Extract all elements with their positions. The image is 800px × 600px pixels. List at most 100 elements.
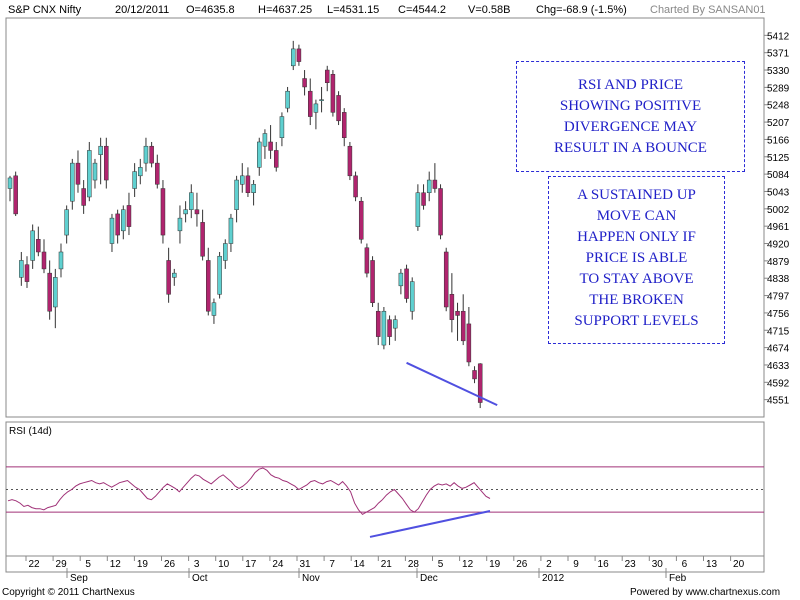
price-tick-label: 4838 — [767, 274, 790, 285]
candle — [36, 226, 41, 257]
date-tick-label: 23 — [625, 559, 637, 570]
candle-body — [404, 268, 409, 299]
candle — [302, 70, 307, 96]
candle — [177, 205, 183, 244]
open-value: O=4635.8 — [186, 4, 235, 16]
date-tick-label: 21 — [381, 559, 393, 570]
candle-body — [466, 323, 472, 363]
price-tick-label: 4674 — [767, 344, 790, 355]
candle-body — [268, 141, 273, 151]
price-axis: 5412 5371 5330 5289 5248 5207 5166 5125 5084 5043… — [764, 31, 790, 407]
date-axis: 22 29 5 12 19 26 3 10 17 24 31 7 14 21 28 5 12 19 26 2 9 16 23… — [25, 556, 745, 584]
price-tick-label: 5207 — [767, 118, 790, 129]
candle-body — [324, 69, 330, 83]
candle — [455, 302, 460, 341]
candle-body — [228, 217, 234, 244]
candle-body — [41, 251, 47, 270]
candle-body — [24, 264, 30, 282]
candle-body — [421, 192, 426, 206]
candle — [370, 256, 375, 307]
candle-body — [160, 188, 166, 236]
candle-body — [194, 209, 200, 215]
price-tick-label: 5084 — [767, 170, 790, 181]
candle — [217, 251, 222, 299]
candle — [121, 205, 126, 240]
candle — [92, 158, 98, 189]
candle-body — [353, 175, 358, 198]
candle — [200, 209, 205, 261]
candle — [87, 141, 92, 202]
low-value: L=4531.15 — [327, 4, 380, 16]
candle — [296, 44, 302, 66]
candle-body — [155, 162, 160, 185]
candle — [7, 175, 13, 202]
date-tick-label: 9 — [573, 559, 579, 570]
candle — [160, 180, 166, 244]
volume-value: V=0.58B — [468, 4, 511, 16]
month-label: Feb — [669, 573, 687, 584]
candle-body — [296, 48, 302, 62]
price-tick-label: 4592 — [767, 378, 790, 389]
month-label: Nov — [302, 573, 320, 584]
candle-body — [285, 90, 290, 109]
price-tick-label: 4551 — [767, 396, 790, 407]
candle — [443, 247, 449, 312]
symbol-label: S&P CNX Nifty — [8, 4, 82, 16]
candle — [132, 163, 137, 197]
candle-body — [455, 310, 460, 316]
price-tick-label: 5248 — [767, 101, 790, 112]
candle — [460, 294, 466, 346]
candle — [432, 163, 438, 193]
candle-body — [392, 319, 398, 329]
candle — [58, 243, 64, 278]
candle — [279, 112, 285, 147]
candle-body — [81, 188, 86, 206]
candle — [262, 129, 268, 159]
candle — [240, 163, 245, 193]
candle-body — [358, 200, 364, 240]
candle-body — [240, 175, 245, 185]
date-tick-label: 26 — [164, 559, 176, 570]
candle — [41, 239, 47, 274]
candle — [285, 86, 290, 113]
candle — [466, 306, 472, 367]
candle — [13, 171, 18, 217]
price-divergence-line — [406, 361, 498, 407]
price-tick-label: 4797 — [767, 292, 790, 303]
candle — [183, 201, 188, 223]
candle — [268, 125, 273, 159]
candle-body — [115, 213, 120, 236]
candle — [138, 158, 143, 185]
candle — [98, 137, 103, 185]
price-tick-label: 5330 — [767, 66, 790, 77]
candle — [274, 141, 279, 172]
candle — [234, 175, 239, 223]
candle-body — [189, 192, 194, 210]
candle-body — [53, 277, 58, 308]
candle — [409, 277, 415, 320]
rsi-panel: RSI (14d) — [6, 426, 764, 538]
candle — [364, 243, 370, 278]
rsi-panel-frame — [5, 421, 765, 557]
date-tick-label: 31 — [299, 559, 311, 570]
candle-body — [217, 255, 222, 295]
candle — [353, 171, 358, 202]
candle-body — [121, 209, 126, 232]
month-label: 2012 — [542, 573, 565, 584]
month-label: Dec — [420, 573, 438, 584]
candle-body — [341, 112, 347, 138]
candle-body — [460, 310, 466, 342]
price-tick-label: 4756 — [767, 309, 790, 320]
candle-body — [172, 272, 177, 278]
candle — [75, 150, 81, 193]
date-tick-label: 17 — [245, 559, 257, 570]
candle — [387, 315, 392, 346]
candle-body — [302, 78, 307, 88]
candle-body — [477, 363, 483, 403]
candle-body — [183, 209, 188, 215]
price-candles — [7, 40, 483, 409]
candle-body — [449, 294, 455, 320]
candle — [228, 213, 234, 252]
price-tick-label: 5125 — [767, 153, 790, 164]
